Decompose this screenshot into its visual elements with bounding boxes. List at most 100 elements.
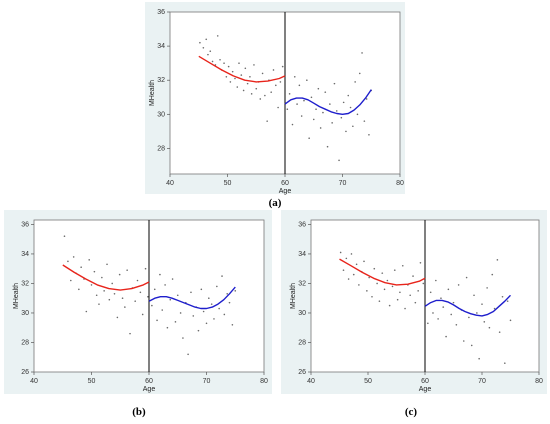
data-point xyxy=(182,337,184,339)
data-point xyxy=(151,304,153,307)
data-point xyxy=(435,279,437,282)
data-point xyxy=(365,98,368,100)
data-point xyxy=(139,291,142,294)
data-point xyxy=(261,72,264,75)
data-point xyxy=(447,288,450,291)
data-point xyxy=(70,279,72,282)
data-point xyxy=(242,89,245,92)
data-point xyxy=(450,313,453,316)
data-point xyxy=(250,93,253,95)
data-point xyxy=(126,269,128,271)
data-point xyxy=(342,101,345,104)
data-point xyxy=(116,316,119,319)
data-point xyxy=(417,290,419,292)
x-tick-label: 60 xyxy=(421,378,429,385)
data-point xyxy=(422,282,425,285)
chart-c-svg: 40 50 60 70 80 26 28 30 32 34 36 Age MHealth xyxy=(290,219,543,393)
data-point xyxy=(277,106,279,109)
caption-a: (a) xyxy=(268,197,282,209)
chart-panel-c: 40 50 60 70 80 26 28 30 32 34 36 Age MHealth xyxy=(281,210,547,394)
x-tick-label: 70 xyxy=(203,378,211,385)
data-point xyxy=(144,267,147,270)
data-point xyxy=(350,253,353,255)
data-point xyxy=(187,353,189,356)
data-point xyxy=(264,94,266,97)
data-point xyxy=(427,322,429,325)
x-tick-label: 80 xyxy=(535,378,543,385)
data-point xyxy=(202,47,205,49)
data-point xyxy=(106,263,108,266)
data-point xyxy=(286,108,289,110)
data-point xyxy=(496,259,499,261)
data-point xyxy=(228,301,231,304)
y-tick-label: 32 xyxy=(157,77,165,84)
data-point xyxy=(491,273,494,276)
x-tick-label: 50 xyxy=(364,378,372,385)
y-tick-label: 30 xyxy=(157,111,165,118)
data-point xyxy=(442,306,445,308)
data-point xyxy=(129,332,131,335)
data-point xyxy=(498,331,501,333)
data-point xyxy=(153,288,156,291)
data-point xyxy=(136,279,139,282)
data-point xyxy=(85,310,88,313)
data-point xyxy=(108,298,111,301)
data-point xyxy=(103,290,105,292)
data-point xyxy=(476,312,478,314)
data-point xyxy=(200,288,203,291)
data-point xyxy=(216,35,219,37)
data-point xyxy=(363,260,365,263)
data-point xyxy=(111,282,113,285)
y-axis-label: MHealth xyxy=(13,283,20,309)
data-point xyxy=(378,300,381,302)
data-point xyxy=(371,295,373,298)
data-point xyxy=(124,306,126,308)
data-point xyxy=(358,284,360,286)
data-point xyxy=(317,87,320,90)
data-point xyxy=(213,318,215,320)
data-point xyxy=(176,294,179,297)
data-point xyxy=(347,94,350,97)
data-point xyxy=(207,53,209,56)
data-point xyxy=(509,319,512,322)
data-point xyxy=(179,312,182,314)
data-point xyxy=(121,297,124,300)
data-point xyxy=(159,273,161,276)
data-point xyxy=(478,357,480,360)
data-point xyxy=(231,323,234,326)
data-point xyxy=(383,288,386,291)
y-tick-label: 28 xyxy=(298,339,306,346)
data-point xyxy=(279,81,282,83)
data-point xyxy=(310,96,313,99)
fit-line-left xyxy=(198,55,286,83)
data-point xyxy=(355,263,358,266)
y-tick-label: 30 xyxy=(298,310,306,317)
chart-panel-a: 40 50 60 70 80 28 30 32 34 36 Age MHealth xyxy=(145,2,405,195)
y-tick-label: 28 xyxy=(21,339,29,346)
data-point xyxy=(457,284,460,286)
data-point xyxy=(331,122,333,124)
data-point xyxy=(93,270,96,273)
data-point xyxy=(399,291,401,294)
data-point xyxy=(376,282,378,285)
data-point xyxy=(462,340,465,342)
data-point xyxy=(483,321,486,323)
data-point xyxy=(218,307,220,310)
data-point xyxy=(470,344,473,347)
data-point xyxy=(209,50,212,53)
data-point xyxy=(381,272,384,274)
data-point xyxy=(234,77,236,80)
data-point xyxy=(208,297,210,300)
data-point xyxy=(506,300,509,302)
fit-line-right xyxy=(148,286,236,310)
data-point xyxy=(210,303,213,305)
data-point xyxy=(319,127,322,129)
fit-line-right xyxy=(424,294,512,317)
data-point xyxy=(174,321,177,323)
x-tick-label: 60 xyxy=(145,378,153,385)
data-point xyxy=(253,64,255,66)
x-tick-label: 80 xyxy=(396,180,404,187)
data-point xyxy=(493,307,496,310)
data-point xyxy=(412,275,414,277)
data-point xyxy=(296,103,298,105)
